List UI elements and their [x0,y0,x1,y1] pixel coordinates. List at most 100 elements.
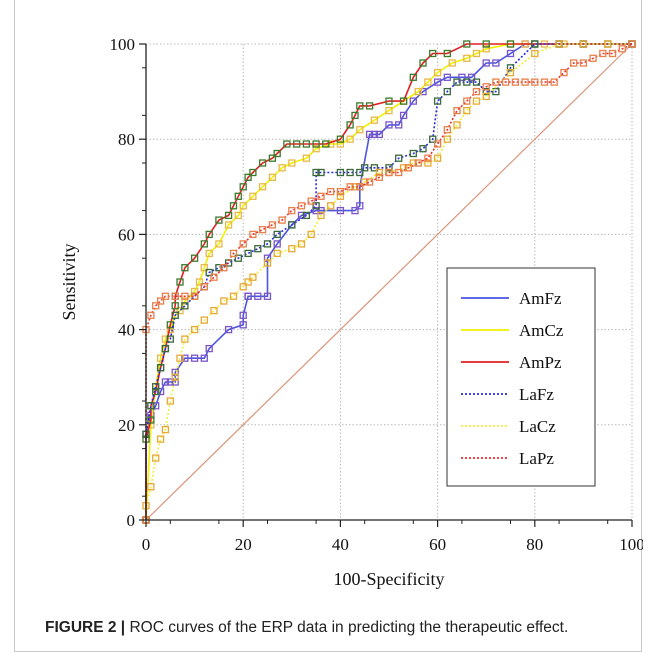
data-point [190,292,199,300]
data-point [200,240,208,248]
data-point [258,183,267,191]
data-point [297,202,306,210]
data-point [356,202,364,210]
data-point [258,225,267,234]
data-point [215,240,223,248]
data-point [244,278,252,286]
data-point [181,302,189,310]
data-point [312,145,320,153]
data-point [239,283,247,291]
data-point [254,292,262,300]
data-point [166,397,174,405]
data-point [229,292,238,300]
data-point [560,68,568,77]
data-point [395,121,403,129]
data-point [550,78,558,86]
data-point [433,140,442,148]
data-point [443,126,451,134]
data-point [506,40,515,48]
data-point [278,216,286,224]
data-point [589,54,597,62]
data-point [312,140,320,148]
data-point [156,435,165,443]
data-point [215,216,223,224]
data-point [482,59,490,67]
data-point [312,206,320,215]
data-point [399,111,408,120]
data-point [370,164,379,172]
data-point [147,402,155,410]
data-point [200,283,208,291]
legend-box [446,267,596,487]
data-point [540,78,549,86]
data-point [433,68,442,77]
tick-labels: 0 20 40 60 80 100 0 20 40 60 80 100 [110,35,644,554]
data-point [511,78,520,86]
data-point [467,73,476,81]
data-point [336,135,345,143]
data-point [229,202,238,210]
data-point [244,292,252,300]
data-point [429,49,437,58]
data-point [258,159,267,167]
roc-chart: 0 20 40 60 80 100 0 20 40 60 80 100 100-Specificity… [59,35,644,589]
data-point [171,311,179,319]
data-point [346,168,354,177]
data-point [395,168,403,177]
y-tick-label: 20 [118,416,135,435]
data-point [205,344,213,353]
data-point [200,316,208,324]
data-point [409,97,417,105]
data-point [302,211,311,220]
data-point [365,102,374,110]
data-point [365,130,374,139]
data-point [317,168,325,177]
data-point [370,116,379,124]
data-point [570,59,578,67]
data-point [463,78,471,86]
data-point [424,159,432,167]
data-point [443,73,451,81]
x-tick-label: 0 [142,535,151,554]
data-point [190,287,199,296]
y-tick-label: 100 [110,35,136,54]
data-point [307,230,315,239]
data-point [409,159,417,167]
caption-label: FIGURE 2 | [45,619,126,636]
data-point [234,192,242,200]
data-point [409,73,417,81]
data-point [220,297,228,305]
data-point [152,454,160,462]
data-point [297,240,306,248]
series-line-LaFz [145,43,632,520]
data-point [458,73,466,81]
data-point [356,183,364,191]
data-point [472,87,481,96]
data-point [327,202,335,210]
x-tick-label: 40 [332,535,349,554]
data-point [239,202,247,210]
data-point [224,221,233,229]
data-point [268,154,277,162]
data-point [356,168,364,177]
data-point [482,40,490,48]
data-point [336,192,345,200]
data-point [215,264,223,272]
data-point [531,40,539,48]
y-tick-label: 80 [118,130,135,149]
series-LaPz [142,40,636,524]
data-point [351,111,359,120]
data-point [312,168,320,177]
data-point [424,154,432,162]
legend-label-LaFz: LaFz [519,385,554,404]
data-point [239,240,247,248]
data-point [482,87,490,96]
data-point [414,87,422,96]
data-point [147,311,155,319]
data-point [336,140,345,148]
data-point [448,59,456,67]
data-point [273,149,281,158]
data-point [317,192,325,200]
data-point [501,78,510,86]
x-tick-label: 100 [619,535,643,554]
